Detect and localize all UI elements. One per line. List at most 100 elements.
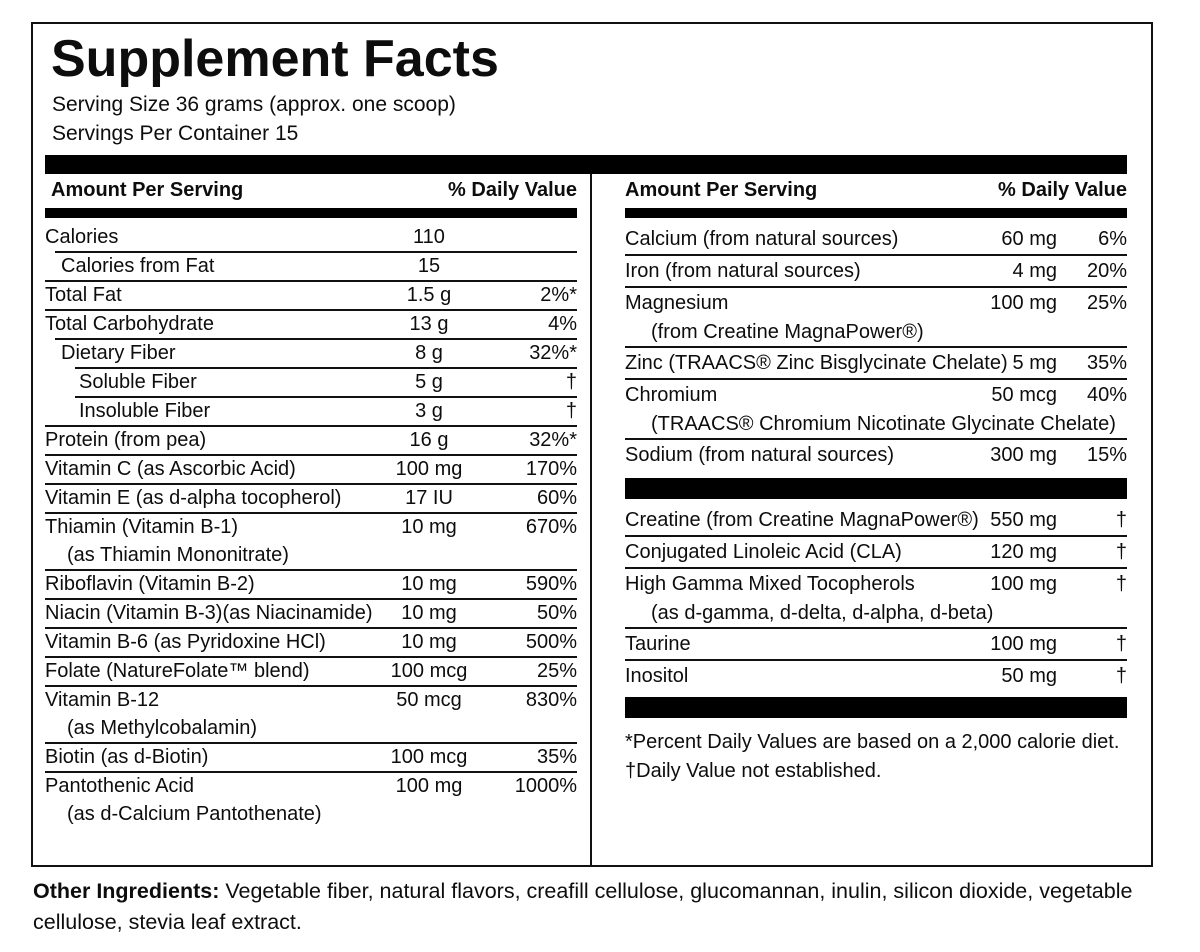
nutrient-row-line: Sodium (from natural sources) 300 mg 15% [625, 440, 1127, 470]
nutrient-row: Folate (NatureFolate™ blend) 100 mcg 25% [45, 656, 577, 685]
nutrient-daily-value: 4% [548, 313, 577, 335]
nutrient-name: Vitamin B-6 (as Pyridoxine HCl) [45, 631, 326, 653]
other-ingredients: Other Ingredients: Vegetable fiber, natu… [33, 876, 1195, 938]
nutrient-amount: 8 g [415, 342, 443, 364]
nutrient-daily-value: † [1115, 665, 1127, 687]
column-left-header: Amount Per Serving % Daily Value [45, 175, 577, 205]
amount-per-serving-header: Amount Per Serving [51, 179, 244, 201]
nutrient-daily-value: 500% [525, 631, 577, 653]
nutrient-row-line: Taurine 100 mg † [625, 629, 1127, 659]
nutrient-amount: 3 g [415, 400, 443, 422]
nutrient-amount: 300 mg [990, 444, 1057, 466]
nutrient-row-line: Protein (from pea) 16 g 32%* [45, 427, 577, 454]
nutrient-row-line: Zinc (TRAACS® Zinc Bisglycinate Chelate)… [625, 348, 1127, 378]
nutrient-row-line: Vitamin E (as d-alpha tocopherol) 17 IU 60… [45, 485, 577, 512]
nutrient-subtext: (as d-gamma, d-delta, d-alpha, d-beta) [651, 602, 994, 624]
nutrient-name: Vitamin C (as Ascorbic Acid) [45, 458, 296, 480]
nutrient-amount: 100 mg [990, 633, 1057, 655]
nutrient-name: Folate (NatureFolate™ blend) [45, 660, 310, 682]
nutrient-row: Insoluble Fiber 3 g † [45, 396, 577, 425]
nutrient-daily-value: 32%* [529, 429, 577, 451]
nutrient-row-line: Conjugated Linoleic Acid (CLA) 120 mg † [625, 537, 1127, 567]
nutrient-row-line: Chromium 50 mcg 40% [625, 380, 1127, 410]
nutrient-subtext: (as Methylcobalamin) [67, 717, 258, 739]
nutrient-row: Riboflavin (Vitamin B-2) 10 mg 590% [45, 569, 577, 598]
facts-columns: Amount Per Serving % Daily Value Calorie… [45, 174, 1127, 865]
nutrient-amount: 100 mcg [390, 660, 468, 682]
nutrient-name: Thiamin (Vitamin B-1) [45, 516, 239, 538]
nutrient-daily-value: 25% [1086, 292, 1127, 314]
serving-size: Serving Size 36 grams (approx. one scoop… [52, 93, 456, 116]
nutrient-row-line: Dietary Fiber 8 g 32%* [45, 340, 577, 367]
nutrient-row: Zinc (TRAACS® Zinc Bisglycinate Chelate)… [625, 346, 1127, 378]
nutrient-row: Protein (from pea) 16 g 32%* [45, 425, 577, 454]
nutrient-amount: 60 mg [1001, 228, 1057, 250]
nutrient-name: Inositol [625, 665, 689, 687]
nutrient-name: Calcium (from natural sources) [625, 228, 899, 250]
nutrient-name: Pantothenic Acid [45, 775, 194, 797]
nutrient-name: Riboflavin (Vitamin B-2) [45, 573, 255, 595]
nutrient-amount: 100 mcg [390, 746, 468, 768]
nutrient-daily-value: 50% [536, 602, 577, 624]
nutrient-name: Magnesium [625, 292, 729, 314]
divider-bar-middle [625, 478, 1127, 499]
nutrient-daily-value: † [565, 371, 577, 393]
nutrient-row: Magnesium 100 mg 25% (from Creatine MagnaPo… [625, 286, 1127, 346]
nutrient-row: Taurine 100 mg † [625, 627, 1127, 659]
nutrient-row-line: Soluble Fiber 5 g † [45, 369, 577, 396]
nutrient-amount: 110 [413, 226, 445, 248]
nutrient-daily-value: † [1115, 541, 1127, 563]
nutrient-name: Niacin (Vitamin B-3)(as Niacinamide) [45, 602, 373, 624]
nutrient-name: Protein (from pea) [45, 429, 207, 451]
nutrient-row-line: Magnesium 100 mg 25% [625, 288, 1127, 318]
nutrient-row: Chromium 50 mcg 40% (TRAACS® Chromium Nicot… [625, 378, 1127, 438]
nutrient-row: Creatine (from Creatine MagnaPower®) 550 … [625, 505, 1127, 535]
nutrient-amount: 5 g [415, 371, 443, 393]
nutrient-row-line: Niacin (Vitamin B-3)(as Niacinamide) 10 m… [45, 600, 577, 627]
nutrient-name: Taurine [625, 633, 691, 655]
nutrient-name: Vitamin B-12 [45, 689, 160, 711]
nutrient-daily-value: 35% [536, 746, 577, 768]
footnote-percent-dv: *Percent Daily Values are based on a 2,0… [625, 731, 1120, 753]
column-right-header: Amount Per Serving % Daily Value [625, 175, 1127, 205]
nutrient-daily-value: 40% [1086, 384, 1127, 406]
nutrient-row-line: Creatine (from Creatine MagnaPower®) 550 … [625, 505, 1127, 535]
nutrient-name: Sodium (from natural sources) [625, 444, 894, 466]
nutrient-row: Niacin (Vitamin B-3)(as Niacinamide) 10 m… [45, 598, 577, 627]
nutrient-row: Conjugated Linoleic Acid (CLA) 120 mg † [625, 535, 1127, 567]
daily-value-header: % Daily Value [998, 179, 1127, 201]
nutrient-row: Vitamin B-6 (as Pyridoxine HCl) 10 mg 500% [45, 627, 577, 656]
nutrient-amount: 120 mg [990, 541, 1057, 563]
nutrient-name: Dietary Fiber [61, 342, 176, 364]
nutrient-amount: 550 mg [990, 509, 1057, 531]
column-right: Amount Per Serving % Daily Value Calcium… [590, 174, 1127, 865]
nutrient-row: Inositol 50 mg † [625, 659, 1127, 691]
nutrient-daily-value: 590% [525, 573, 577, 595]
nutrient-daily-value: 20% [1086, 260, 1127, 282]
nutrient-rows-right-minerals: Calcium (from natural sources) 60 mg 6% Iro… [625, 224, 1127, 470]
nutrient-row-line: Calcium (from natural sources) 60 mg 6% [625, 224, 1127, 254]
nutrient-row-line: Iron (from natural sources) 4 mg 20% [625, 256, 1127, 286]
nutrient-daily-value: 60% [536, 487, 577, 509]
nutrient-daily-value: † [1115, 633, 1127, 655]
servings-per-container: Servings Per Container 15 [52, 122, 299, 145]
nutrient-row-line: Vitamin B-12 50 mcg 830% [45, 687, 577, 714]
nutrient-row-line: Pantothenic Acid 100 mg 1000% [45, 773, 577, 800]
divider-bar-top [45, 155, 1127, 174]
other-ingredients-label: Other Ingredients: [33, 879, 226, 903]
nutrient-row: Total Carbohydrate 13 g 4% [45, 309, 577, 338]
nutrient-row: Soluble Fiber 5 g † [45, 367, 577, 396]
other-ingredients-text: Vegetable fiber, natural flavors, creafi… [33, 879, 1133, 934]
nutrient-row: Vitamin E (as d-alpha tocopherol) 17 IU 60… [45, 483, 577, 512]
nutrient-amount: 50 mcg [396, 689, 462, 711]
nutrient-daily-value: † [565, 400, 577, 422]
nutrient-rows-right-other: Creatine (from Creatine MagnaPower®) 550 … [625, 505, 1127, 691]
nutrient-name: Iron (from natural sources) [625, 260, 861, 282]
nutrient-row-line: Biotin (as d-Biotin) 100 mcg 35% [45, 744, 577, 771]
nutrient-name: Chromium [625, 384, 718, 406]
nutrient-row: Dietary Fiber 8 g 32%* [45, 338, 577, 367]
nutrient-amount: 100 mg [990, 292, 1057, 314]
divider-bar-header [625, 208, 1127, 218]
nutrient-subtext: (from Creatine MagnaPower®) [651, 321, 924, 343]
amount-per-serving-header: Amount Per Serving [625, 179, 818, 201]
